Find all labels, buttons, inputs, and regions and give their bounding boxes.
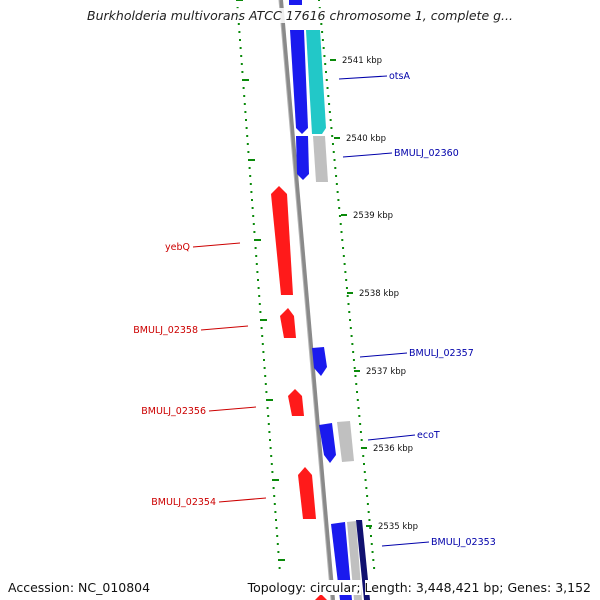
tick-label: 2541 kbp [342, 56, 382, 66]
length-value: 3,448,421 bp; [415, 580, 504, 595]
gene-label-text[interactable]: BMULJ_02358 [133, 325, 198, 336]
gene-feature-BMULJ_02360-blue[interactable] [296, 136, 309, 180]
genome-stats: Topology: circular; Length: 3,448,421 bp… [247, 580, 591, 595]
map-footer: Accession: NC_010804 Topology: circular;… [0, 576, 600, 600]
gene-feature-yebQ[interactable] [271, 186, 293, 295]
gene-feature-otsA[interactable] [306, 30, 326, 134]
tick-rail-outer [236, 0, 285, 569]
accession-label: Accession: [8, 580, 75, 595]
gene-feature-BMULJ_02360[interactable] [313, 136, 328, 182]
gene-leader-line [192, 242, 241, 248]
gene-label-text[interactable]: yebQ [165, 242, 190, 253]
genes-value: 3,152 [555, 580, 591, 595]
gene-label-text[interactable]: ecoT [417, 430, 440, 441]
gene-leader-line [218, 497, 267, 503]
length-label: Length: [364, 580, 412, 595]
gene-leader-line [200, 325, 249, 331]
map-title: Burkholderia multivorans ATCC 17616 chro… [0, 8, 600, 23]
gene-feature-BMULJ_02357[interactable] [312, 347, 327, 376]
tick-label: 2537 kbp [366, 367, 406, 377]
gene-features [271, 0, 370, 600]
gene-feature-ecoT-grey[interactable] [337, 421, 354, 462]
gene-label-BMULJ_02357[interactable]: BMULJ_02357 [359, 348, 474, 359]
gene-labels: otsA BMULJ_02360 yebQ BMULJ_02358 BMULJ_0235… [133, 71, 495, 548]
tick-label: 2539 kbp [353, 211, 393, 221]
tick-rail-inner [318, 0, 376, 569]
gene-leader-line [381, 541, 430, 547]
gene-leader-line [338, 75, 388, 80]
accession-info: Accession: NC_010804 [8, 580, 151, 595]
gene-feature-bottom-edge[interactable] [315, 594, 327, 600]
gene-feature-BMULJ_02354[interactable] [298, 467, 316, 519]
tick-label: 2538 kbp [359, 289, 399, 299]
gene-label-BMULJ_02358[interactable]: BMULJ_02358 [133, 325, 249, 336]
gene-leader-line [359, 352, 408, 358]
gene-leader-line [208, 406, 257, 412]
gene-label-text[interactable]: otsA [389, 71, 410, 82]
tick-label: 2536 kbp [373, 444, 413, 454]
gene-feature-top-edge[interactable] [289, 0, 302, 5]
gene-label-BMULJ_02360[interactable]: BMULJ_02360 [342, 148, 459, 159]
gene-label-ecoT[interactable]: ecoT [367, 430, 440, 441]
gene-label-BMULJ_02353[interactable]: BMULJ_02353 [381, 537, 496, 548]
gene-feature-BMULJ_02356[interactable] [288, 389, 304, 416]
gene-label-text[interactable]: BMULJ_02356 [141, 406, 206, 417]
gene-label-text[interactable]: BMULJ_02354 [151, 497, 216, 508]
chromosome-backbone [279, 0, 335, 600]
gene-label-text[interactable]: BMULJ_02353 [431, 537, 496, 548]
gene-label-BMULJ_02356[interactable]: BMULJ_02356 [141, 406, 257, 417]
gene-label-text[interactable]: BMULJ_02360 [394, 148, 459, 159]
gene-label-yebQ[interactable]: yebQ [165, 242, 241, 253]
gene-feature-ecoT[interactable] [319, 423, 336, 463]
gene-leader-line [342, 152, 393, 158]
topology-label: Topology: [247, 580, 307, 595]
chromosome-backbone-shadow [278, 0, 332, 600]
gene-feature-BMULJ_02358[interactable] [280, 308, 296, 338]
tick-label: 2540 kbp [346, 134, 386, 144]
gene-label-text[interactable]: BMULJ_02357 [409, 348, 474, 359]
gene-leader-line [367, 434, 416, 441]
gene-label-BMULJ_02354[interactable]: BMULJ_02354 [151, 497, 267, 508]
genes-label: Genes: [507, 580, 552, 595]
gene-feature-otsA-region-blue[interactable] [290, 30, 308, 134]
tick-label: 2535 kbp [378, 522, 418, 532]
topology-value: circular; [310, 580, 361, 595]
accession-value: NC_010804 [78, 580, 151, 595]
coordinate-ticks: 2541 kbp 2540 kbp 2539 kbp 2538 kbp 2537 kbp… [330, 56, 418, 532]
gene-label-otsA[interactable]: otsA [338, 71, 410, 82]
